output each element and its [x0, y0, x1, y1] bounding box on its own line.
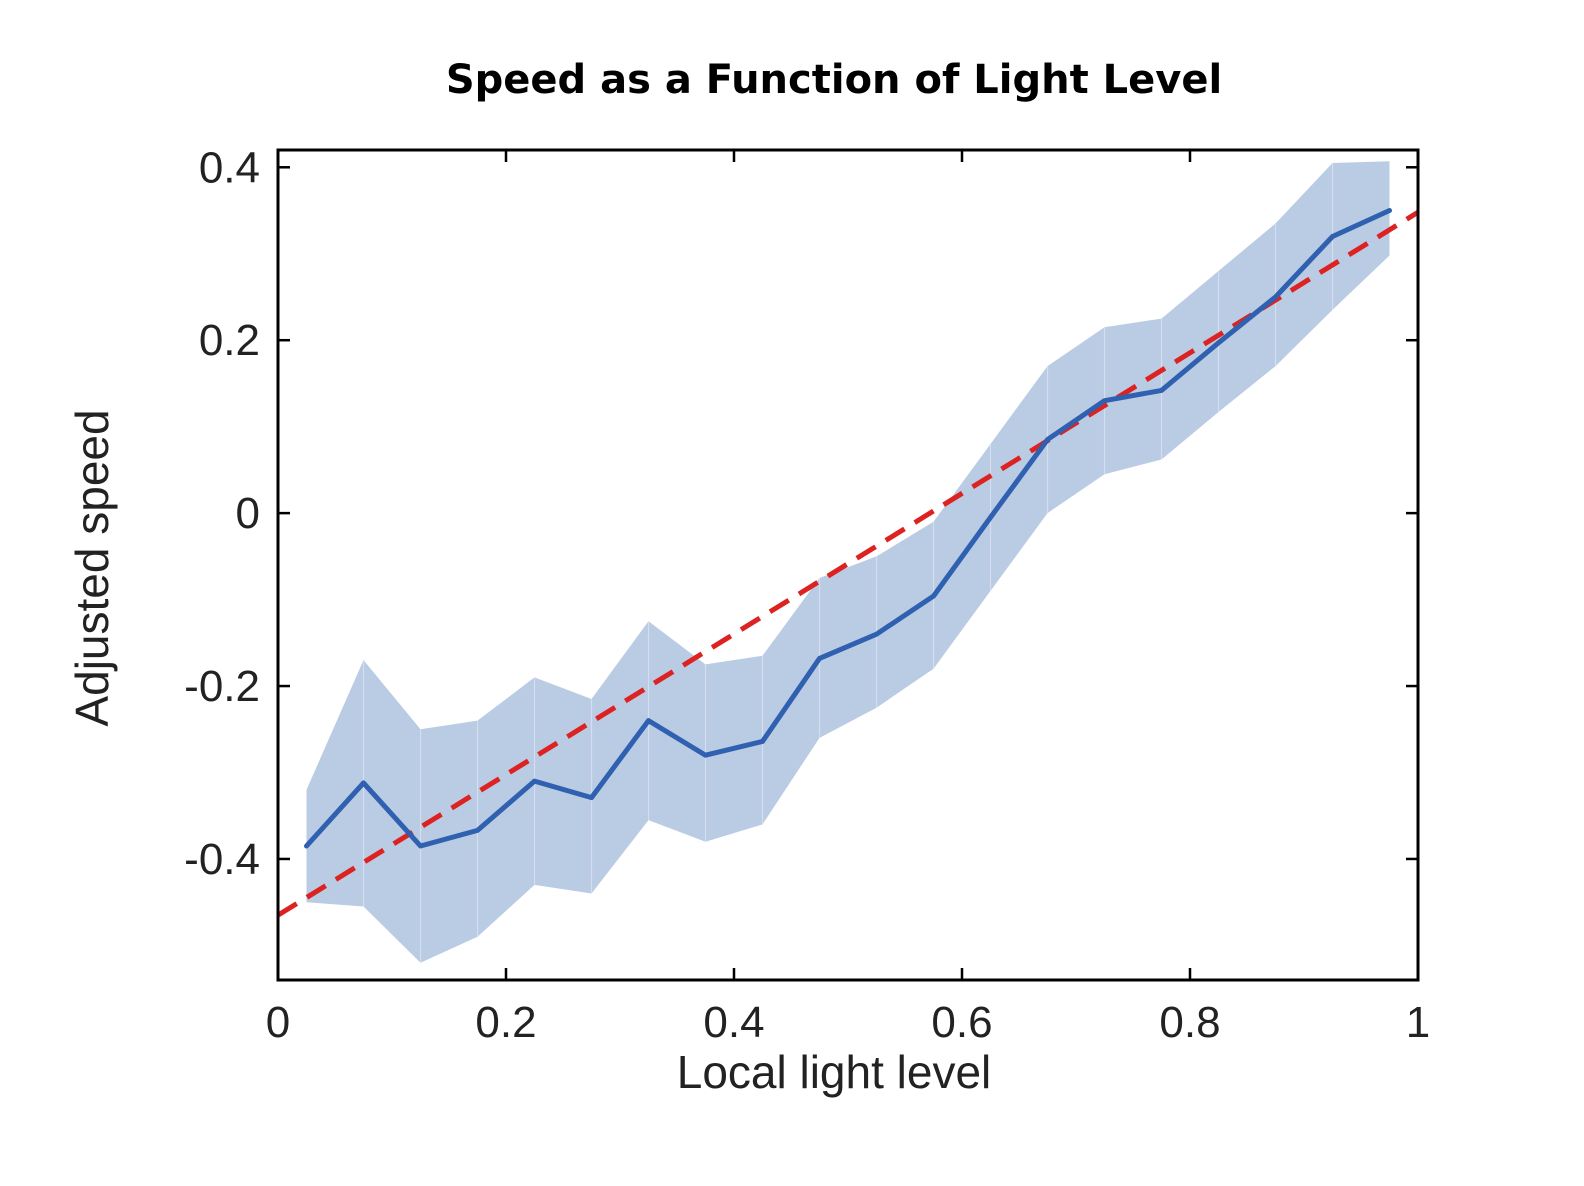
chart-title: Speed as a Function of Light Level: [446, 57, 1222, 103]
y-tick-label: 0: [236, 489, 260, 538]
y-tick-label: -0.2: [184, 662, 260, 711]
band-area: [306, 161, 1390, 963]
x-tick-label: 1: [1406, 998, 1430, 1047]
plot-frame: [276, 148, 1420, 982]
x-tick-label: 0.8: [1159, 998, 1220, 1047]
fit-line: [276, 210, 1420, 918]
y-tick-label: 0.2: [199, 316, 260, 365]
mean-line: [304, 208, 1392, 849]
y-tick-label: -0.4: [184, 835, 260, 884]
y-tick-label: 0.4: [199, 143, 260, 192]
fit-layer: [276, 210, 1420, 918]
x-tick-label: 0: [266, 998, 290, 1047]
x-tick-label: 0.2: [475, 998, 536, 1047]
x-tick-label: 0.4: [703, 998, 764, 1047]
x-axis-label: Local light level: [677, 1046, 992, 1098]
mean-layer: [304, 208, 1392, 849]
confidence-band: [306, 161, 1390, 963]
axes: [276, 148, 1420, 982]
y-axis-label: Adjusted speed: [66, 409, 118, 726]
x-tick-label: 0.6: [931, 998, 992, 1047]
tick-labels: 0 0.2 0.4 0.6 0.8 1 -0.4 -0.2 0 0.2 0.4: [184, 143, 1430, 1047]
